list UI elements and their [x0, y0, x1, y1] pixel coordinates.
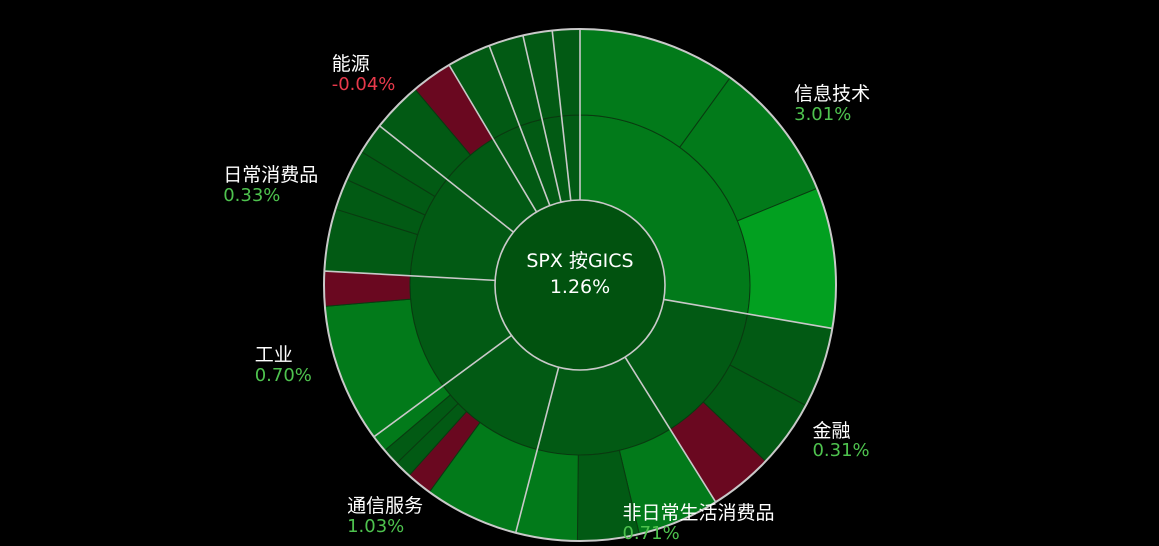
- sector-label: 工业 0.70%: [254, 343, 312, 386]
- sector-label: 通信服务 1.03%: [347, 496, 423, 537]
- sector-change: 0.33%: [223, 185, 281, 207]
- center-summary: SPX 按GICS 1.26%: [494, 199, 666, 371]
- sector-change: 0.71%: [622, 522, 680, 544]
- sector-label: 日常消费品 0.33%: [223, 165, 318, 206]
- sector-divider: [522, 35, 562, 203]
- chart-title: SPX 按GICS: [526, 250, 633, 272]
- sector-divider: [514, 367, 560, 533]
- sector-change: 0.70%: [254, 364, 312, 386]
- sector-divider: [373, 334, 513, 438]
- sector-divider: [448, 64, 538, 213]
- sector-name: 信息技术: [794, 83, 871, 106]
- sector-label: 能源 -0.04%: [331, 52, 396, 95]
- sector-change: 3.01%: [794, 103, 852, 125]
- sector-divider: [488, 45, 551, 206]
- sector-divider: [551, 30, 572, 201]
- outer-border: [323, 28, 837, 542]
- sector-change: 1.03%: [347, 516, 405, 538]
- sector-name: 非日常生活消费品: [622, 502, 775, 524]
- sector-name: 金融: [812, 419, 851, 442]
- center-disc: [494, 199, 666, 371]
- sector-label: 信息技术 3.01%: [794, 84, 870, 125]
- sector-name: 日常消费品: [223, 164, 319, 187]
- sector-divider: [379, 125, 514, 233]
- sector-label: 非日常生活消费品 0.71%: [622, 503, 774, 544]
- sector-divider: [324, 270, 496, 282]
- sector-divider: [663, 298, 833, 330]
- index-change-value: 1.26%: [550, 276, 610, 298]
- sector-label: 金融 0.31%: [812, 419, 870, 462]
- sector-name: 能源: [331, 52, 370, 75]
- sector-change: -0.04%: [331, 73, 396, 95]
- sector-change: 0.31%: [812, 440, 870, 462]
- sector-rings: [323, 28, 837, 542]
- sector-name: 通信服务: [347, 495, 424, 518]
- sector-name: 工业: [254, 343, 293, 366]
- sector-divider: [624, 356, 717, 503]
